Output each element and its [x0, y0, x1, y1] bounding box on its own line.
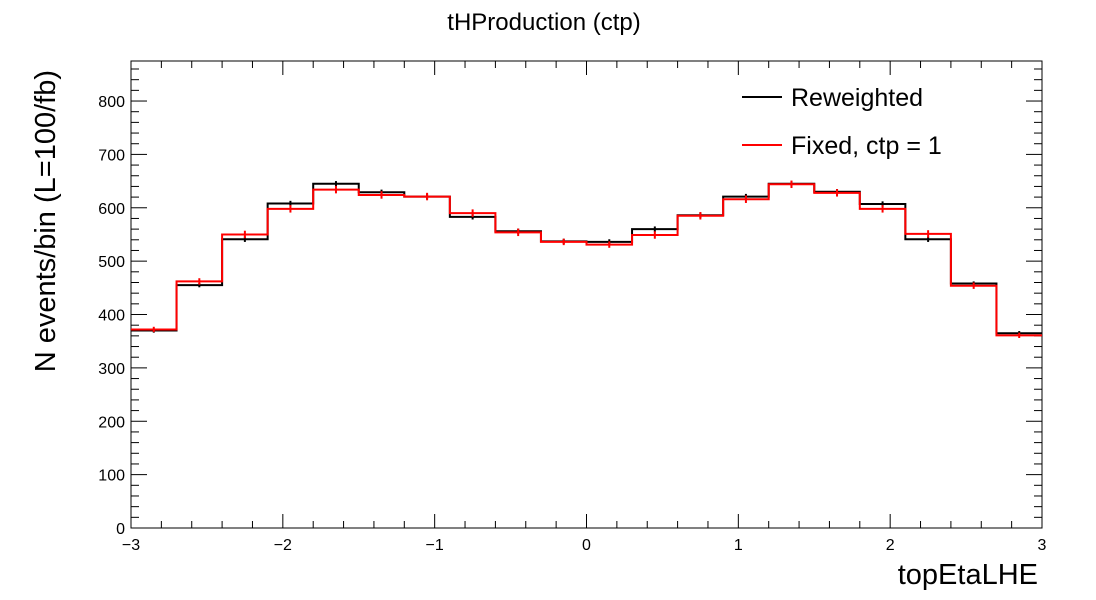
y-tick-label: 500: [98, 254, 125, 271]
y-axis-label: N events/bin (L=100/fb): [30, 70, 62, 372]
series-reweighted: [131, 181, 1042, 336]
x-tick-label: −2: [274, 537, 292, 554]
chart-title: tHProduction (ctp): [447, 9, 640, 36]
y-tick-label: 700: [98, 147, 125, 164]
x-tick-label: 0: [582, 537, 591, 554]
x-tick-label: −3: [122, 537, 140, 554]
axis-tick-labels: −3 −2 −1 0 1 2 3 0 100 200 300 400 500 600 700 800: [98, 94, 1046, 554]
y-tick-label: 600: [98, 201, 125, 218]
x-tick-label: 3: [1038, 537, 1047, 554]
legend-label: Reweighted: [791, 84, 923, 112]
y-tick-label: 800: [98, 94, 125, 111]
series-fixed: [131, 180, 1042, 338]
y-tick-label: 0: [116, 521, 125, 538]
y-tick-label: 300: [98, 361, 125, 378]
y-tick-label: 200: [98, 414, 125, 431]
legend: Reweighted Fixed, ctp = 1: [742, 84, 942, 160]
legend-label: Fixed, ctp = 1: [791, 132, 942, 160]
axis-ticks: [130, 61, 1043, 529]
y-tick-label: 400: [98, 308, 125, 325]
series-step-line: [131, 182, 1042, 335]
y-tick-label: 100: [98, 468, 125, 485]
x-axis-label: topEtaLHE: [898, 559, 1038, 591]
x-tick-label: 2: [886, 537, 895, 554]
series-layer: [131, 180, 1042, 338]
x-tick-label: −1: [426, 537, 444, 554]
x-tick-label: 1: [734, 537, 743, 554]
